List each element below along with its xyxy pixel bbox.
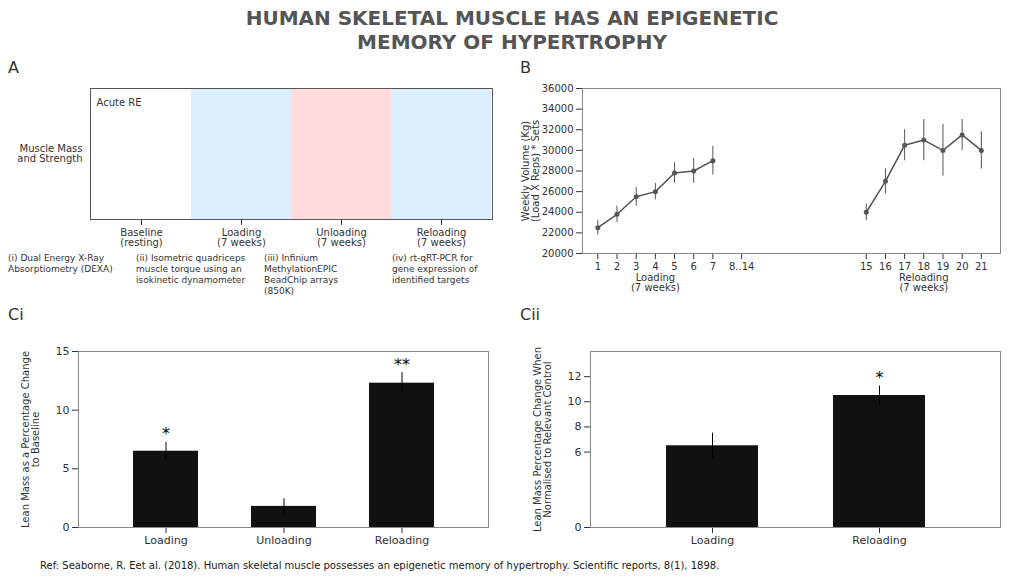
svg-text:12: 12 [568,370,582,383]
svg-text:2: 2 [614,261,620,272]
svg-text:5: 5 [63,462,70,475]
svg-text:22000: 22000 [542,227,574,238]
svg-text:16: 16 [879,261,892,272]
svg-text:6: 6 [575,446,582,459]
html-text:(iii) Infinium MethylationEPIC: (iii) Infinium MethylationEPIC BeadChip … [264,253,339,296]
svg-text:Lean Mass Percentage Change Wh: Lean Mass Percentage Change WhenNormalis… [532,347,553,532]
html-text:Cii: Cii [520,305,541,324]
html-text:HUMAN SKELETAL MUSCLE HAS AN E: HUMAN SKELETAL MUSCLE HAS AN EPIGENETIC … [245,6,779,54]
svg-text:21: 21 [975,261,988,272]
svg-text:Loading: Loading [144,534,187,547]
svg-text:Baseline(resting): Baseline(resting) [120,227,163,248]
svg-text:15: 15 [56,345,70,358]
svg-text:17: 17 [898,261,911,272]
svg-text:32000: 32000 [542,124,574,135]
svg-text:Lean Mass as a Percentage Chan: Lean Mass as a Percentage Changeto Basel… [20,351,41,528]
svg-text:Loading(7 weeks): Loading(7 weeks) [631,272,680,293]
svg-text:Unloading(7 weeks): Unloading(7 weeks) [316,227,367,248]
svg-text:8..14: 8..14 [729,261,754,272]
svg-text:3: 3 [633,261,639,272]
html-text:(ii) Isometric quadriceps musc: (ii) Isometric quadriceps muscle torque … [136,253,246,285]
svg-text:Weekly Volume (Kg)(Load X Reps: Weekly Volume (Kg)(Load X Reps) * Sets [520,120,541,222]
svg-text:Reloading(7 weeks): Reloading(7 weeks) [417,227,467,248]
html-text:Ref: Seaborne, R. Eet al. (201: Ref: Seaborne, R. Eet al. (2018). Human … [40,560,720,571]
html-text:A: A [8,58,19,77]
svg-text:Loading(7 weeks): Loading(7 weeks) [217,227,266,248]
html-text:(i) Dual Energy X-Ray Absorpti: (i) Dual Energy X-Ray Absorptiometry (DE… [8,253,113,274]
svg-text:Acute RE: Acute RE [97,97,142,108]
svg-text:*: * [876,368,884,387]
svg-text:34000: 34000 [542,103,574,114]
svg-text:20000: 20000 [542,248,574,259]
svg-text:1: 1 [595,261,601,272]
svg-text:15: 15 [860,261,873,272]
svg-text:8: 8 [575,420,582,433]
svg-text:0: 0 [575,521,582,534]
svg-text:10: 10 [568,395,582,408]
svg-text:*: * [162,424,170,443]
svg-text:28000: 28000 [542,165,574,176]
svg-text:30000: 30000 [542,145,574,156]
svg-text:4: 4 [652,261,658,272]
svg-text:20: 20 [956,261,969,272]
svg-text:Reloading: Reloading [852,534,906,547]
svg-text:6: 6 [691,261,697,272]
svg-text:19: 19 [937,261,950,272]
svg-text:36000: 36000 [542,83,574,94]
svg-text:18: 18 [917,261,930,272]
svg-text:Reloading(7 weeks): Reloading(7 weeks) [899,272,949,293]
svg-text:Reloading: Reloading [375,534,429,547]
html-text:B: B [520,58,531,77]
svg-text:Muscle Massand Strength: Muscle Massand Strength [17,143,82,164]
svg-text:5: 5 [671,261,677,272]
svg-text:**: ** [394,355,410,374]
html-text:Ci: Ci [8,305,24,324]
svg-text:7: 7 [710,261,716,272]
svg-text:10: 10 [56,404,70,417]
svg-text:26000: 26000 [542,186,574,197]
svg-text:Loading: Loading [691,534,734,547]
svg-text:Unloading: Unloading [256,534,312,547]
svg-text:0: 0 [63,521,70,534]
html-text:(iv) rt-qRT-PCR for gene expre: (iv) rt-qRT-PCR for gene expression of i… [392,253,478,285]
svg-text:24000: 24000 [542,206,574,217]
